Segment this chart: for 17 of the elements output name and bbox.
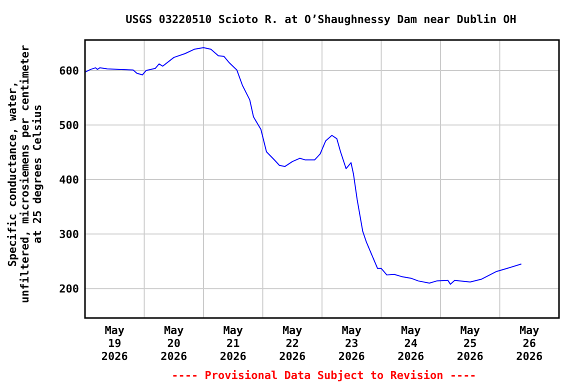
- chart-title: USGS 03220510 Scioto R. at O’Shaughnessy Dam near Dublin OH: [126, 13, 516, 26]
- x-tick-label: May 23 2026: [338, 324, 366, 363]
- x-tick-label: May 24 2026: [398, 324, 424, 363]
- y-tick-label: 600: [59, 64, 79, 78]
- y-tick-label: 400: [59, 173, 79, 186]
- x-tick-label: May 21 2026: [220, 324, 247, 363]
- x-tick-label: May 20 2026: [160, 324, 188, 363]
- text: ---- Provisional Data Subject to Revision ----: [172, 369, 476, 382]
- y-axis-title: Specific conductance, water, unfiltered, microsiemens per centimeter at 25 degrees Celsius: [6, 44, 44, 304]
- line-series: [84, 47, 522, 285]
- x-tick-label: May 22 2026: [279, 324, 306, 363]
- x-tick-label: May 26 2026: [516, 324, 543, 363]
- x-tick-label: May 25 2026: [456, 324, 484, 363]
- x-tick-label: May 19 2026: [101, 324, 128, 363]
- y-tick-label: 200: [59, 282, 79, 296]
- y-tick-label: 500: [59, 118, 79, 132]
- y-tick-label: 300: [59, 228, 79, 241]
